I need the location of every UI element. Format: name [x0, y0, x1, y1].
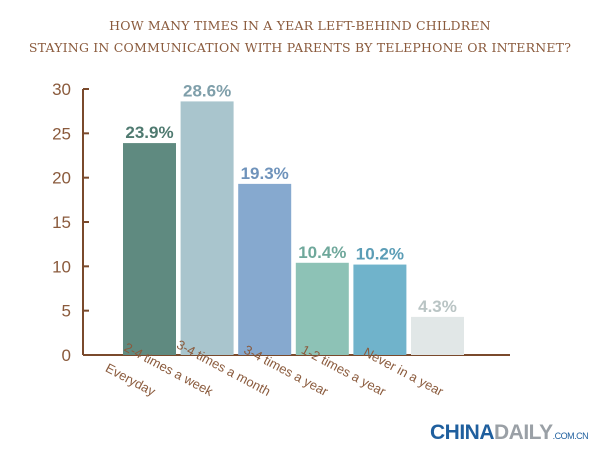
chinadaily-logo: CHINADAILY.COM.CN [430, 421, 589, 444]
data-label-1: 28.6% [183, 81, 231, 100]
bar-3 [295, 262, 349, 355]
chart-title-line-2: STAYING IN COMMUNICATION WITH PARENTS BY… [28, 40, 572, 55]
chart-title-line-1: HOW MANY TIMES IN A YEAR LEFT-BEHIND CHI… [109, 18, 491, 33]
bar-1 [180, 101, 234, 355]
bar-5 [411, 316, 464, 355]
data-label-2: 19.3% [241, 164, 289, 183]
y-tick-label: 15 [52, 213, 71, 232]
bar-4 [353, 264, 407, 355]
y-tick-label: 20 [52, 169, 71, 188]
data-label-5: 4.3% [418, 297, 457, 316]
y-tick-label: 5 [62, 302, 71, 321]
data-label-4: 10.2% [356, 245, 404, 264]
bar-2 [238, 183, 292, 355]
y-tick-label: 30 [52, 80, 71, 99]
data-label-0: 23.9% [125, 123, 173, 142]
bar-0 [123, 143, 176, 355]
data-label-3: 10.4% [298, 243, 346, 262]
y-tick-label: 25 [52, 124, 71, 143]
y-tick-label: 0 [62, 346, 71, 365]
y-tick-label: 10 [52, 257, 71, 276]
